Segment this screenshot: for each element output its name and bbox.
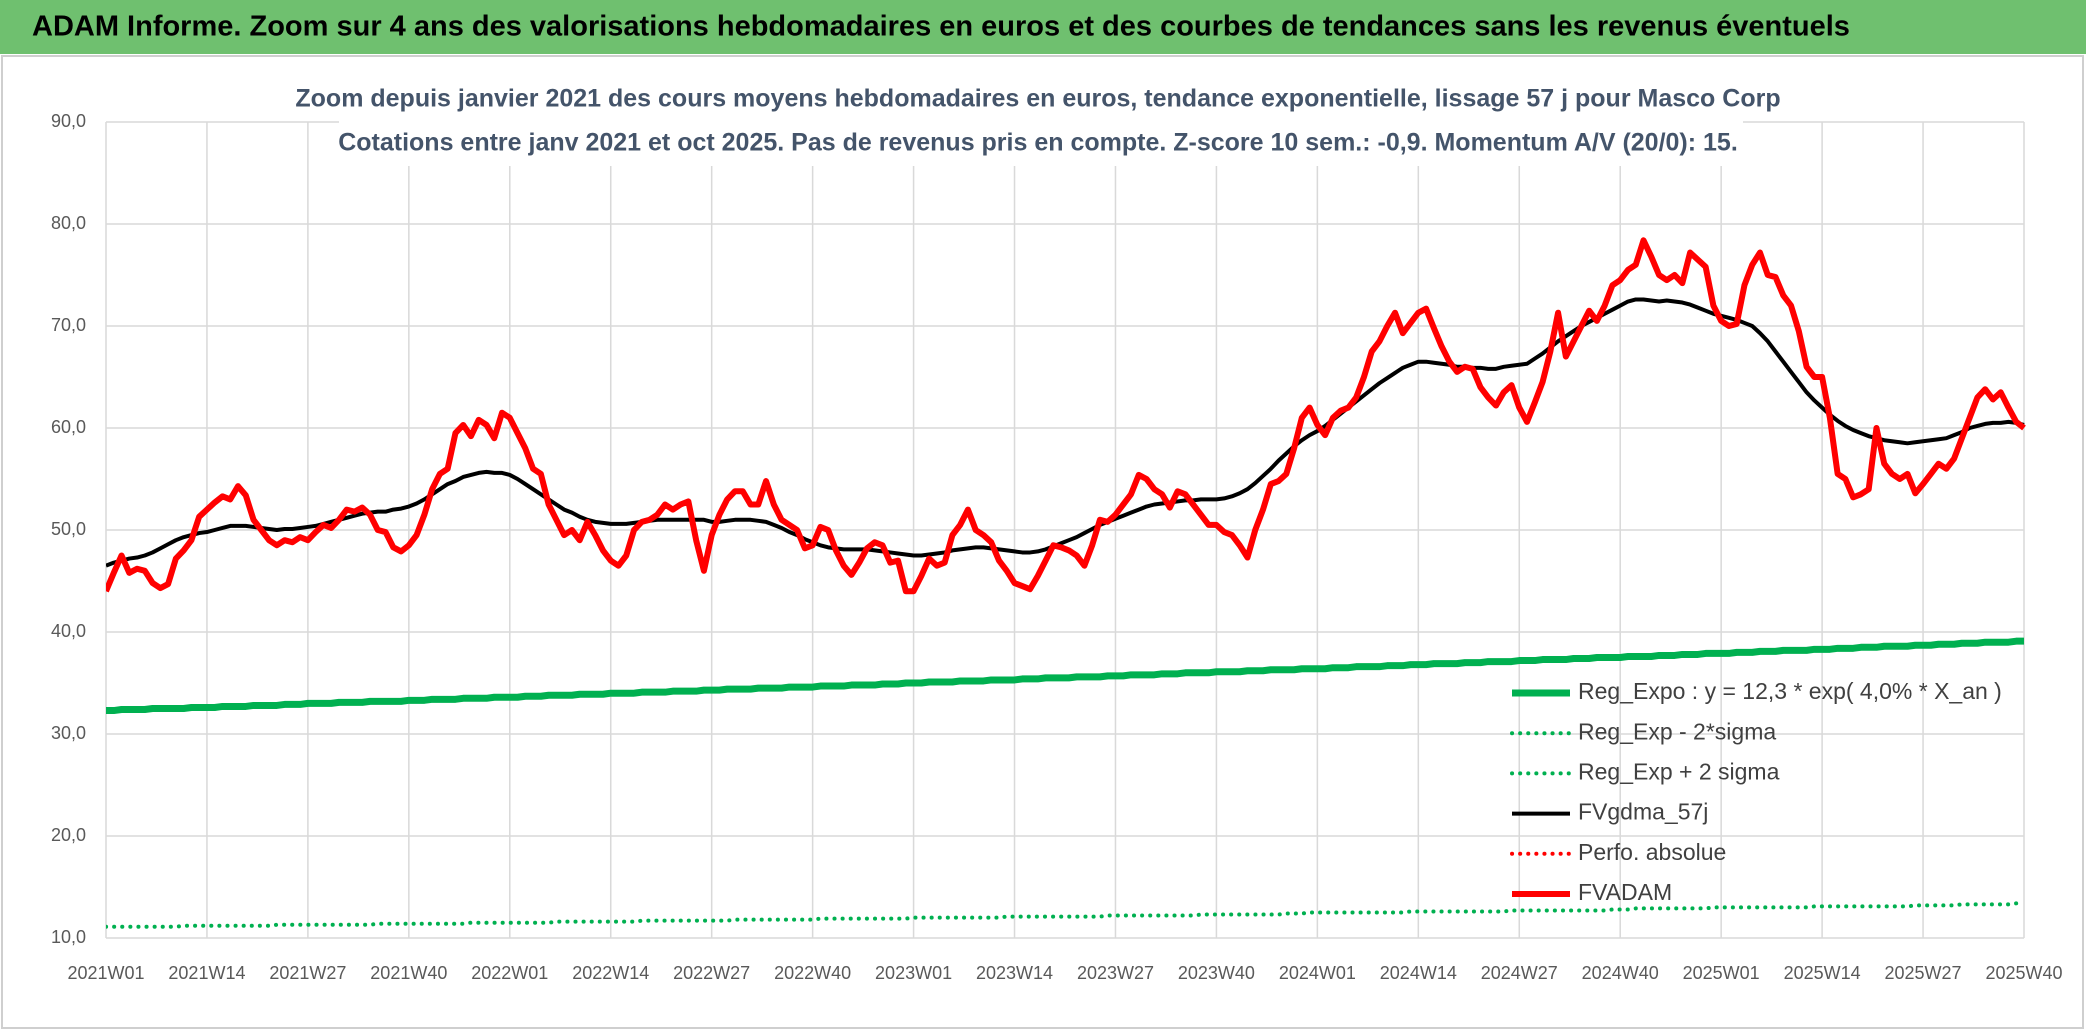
y-tick-label: 80,0 bbox=[51, 213, 86, 233]
y-tick-label: 50,0 bbox=[51, 519, 86, 539]
subtitle: Zoom depuis janvier 2021 des cours moyen… bbox=[295, 85, 1780, 113]
x-tick-label: 2025W01 bbox=[1683, 963, 1760, 983]
legend-label: Perfo. absolue bbox=[1578, 839, 1726, 865]
x-tick-label: 2022W14 bbox=[572, 963, 649, 983]
x-tick-label: 2024W01 bbox=[1279, 963, 1356, 983]
x-tick-label: 2024W40 bbox=[1582, 963, 1659, 983]
x-tick-label: 2023W14 bbox=[976, 963, 1053, 983]
subtitle: Cotations entre janv 2021 et oct 2025. P… bbox=[338, 129, 1738, 157]
x-tick-label: 2021W14 bbox=[168, 963, 245, 983]
legend-label: FVgdma_57j bbox=[1578, 799, 1708, 825]
x-tick-label: 2025W27 bbox=[1885, 963, 1962, 983]
legend: Reg_Expo : y = 12,3 * exp( 4,0% * X_an )… bbox=[1510, 678, 2002, 905]
y-tick-label: 70,0 bbox=[51, 315, 86, 335]
x-tick-label: 2022W01 bbox=[471, 963, 548, 983]
series-lines bbox=[106, 237, 2026, 929]
y-tick-label: 30,0 bbox=[51, 723, 86, 743]
x-tick-label: 2022W27 bbox=[673, 963, 750, 983]
legend-label: Reg_Exp + 2 sigma bbox=[1578, 758, 1780, 784]
y-tick-label: 10,0 bbox=[51, 927, 86, 947]
y-tick-label: 20,0 bbox=[51, 825, 86, 845]
x-tick-label: 2023W40 bbox=[1178, 963, 1255, 983]
series-line bbox=[106, 901, 2019, 929]
x-tick-label: 2023W01 bbox=[875, 963, 952, 983]
x-tick-label: 2022W40 bbox=[774, 963, 851, 983]
chart-border bbox=[1, 55, 2084, 1029]
x-tick-label: 2023W27 bbox=[1077, 963, 1154, 983]
legend-label: Reg_Exp - 2*sigma bbox=[1578, 718, 1776, 744]
x-tick-label: 2024W27 bbox=[1481, 963, 1558, 983]
y-tick-label: 60,0 bbox=[51, 417, 86, 437]
x-tick-label: 2021W40 bbox=[370, 963, 447, 983]
header-band bbox=[0, 0, 2086, 54]
x-tick-label: 2024W14 bbox=[1380, 963, 1457, 983]
x-tick-label: 2021W01 bbox=[67, 963, 144, 983]
legend-label: FVADAM bbox=[1578, 879, 1672, 905]
x-tick-label: 2025W40 bbox=[1985, 963, 2062, 983]
page-title: ADAM Informe. Zoom sur 4 ans des valoris… bbox=[32, 11, 1850, 43]
legend-label: Reg_Expo : y = 12,3 * exp( 4,0% * X_an ) bbox=[1578, 678, 2002, 704]
y-tick-label: 40,0 bbox=[51, 621, 86, 641]
series-line bbox=[106, 637, 2024, 715]
x-tick-label: 2021W27 bbox=[269, 963, 346, 983]
y-tick-label: 90,0 bbox=[51, 111, 86, 131]
subtitle-box bbox=[339, 78, 1743, 166]
series-line bbox=[106, 237, 2026, 595]
series-line bbox=[106, 297, 2025, 568]
x-tick-label: 2025W14 bbox=[1784, 963, 1861, 983]
